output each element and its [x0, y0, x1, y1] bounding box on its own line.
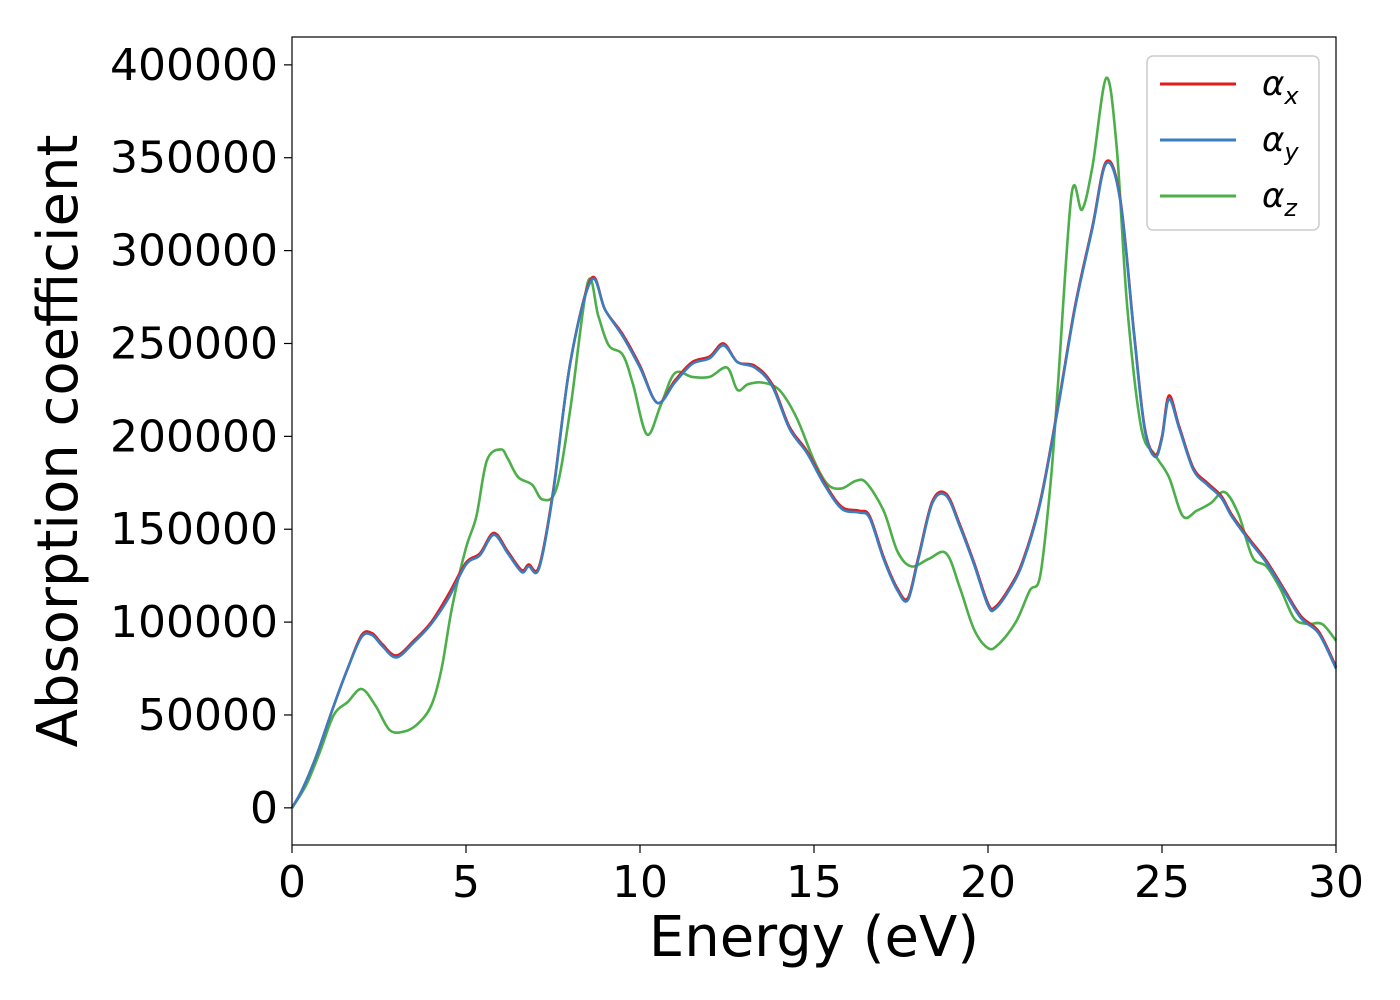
y-tick-label: 300000: [110, 226, 278, 277]
legend-subscript-z: z: [1283, 194, 1298, 222]
y-tick-label: 400000: [110, 40, 278, 91]
x-axis-label: Energy (eV): [649, 905, 979, 970]
y-axis: 0 50000 100000 150000 200000 250000 300000 3500…: [110, 40, 292, 834]
y-tick-label: 150000: [110, 504, 278, 555]
y-axis-label: Absorption coefficient: [26, 135, 91, 748]
series-layer: [290, 76, 1338, 809]
y-tick-label: 0: [250, 783, 278, 834]
x-axis: 0 5 10 15 20 25 30: [278, 845, 1364, 908]
y-tick-label: 350000: [110, 133, 278, 184]
x-tick-label: 30: [1308, 857, 1364, 908]
x-tick-label: 20: [960, 857, 1016, 908]
x-tick-label: 15: [786, 857, 842, 908]
x-tick-label: 10: [612, 857, 668, 908]
legend-subscript-x: x: [1283, 82, 1299, 110]
legend-subscript-y: y: [1283, 138, 1299, 166]
series-line-y: [290, 161, 1338, 809]
x-tick-label: 5: [452, 857, 480, 908]
y-tick-label: 50000: [138, 690, 278, 741]
y-tick-label: 100000: [110, 597, 278, 648]
x-tick-label: 25: [1134, 857, 1190, 908]
y-tick-label: 250000: [110, 318, 278, 369]
legend-label-y: αy: [1262, 120, 1299, 166]
x-tick-label: 0: [278, 857, 306, 908]
y-tick-label: 200000: [110, 411, 278, 462]
legend-box: [1146, 55, 1320, 231]
